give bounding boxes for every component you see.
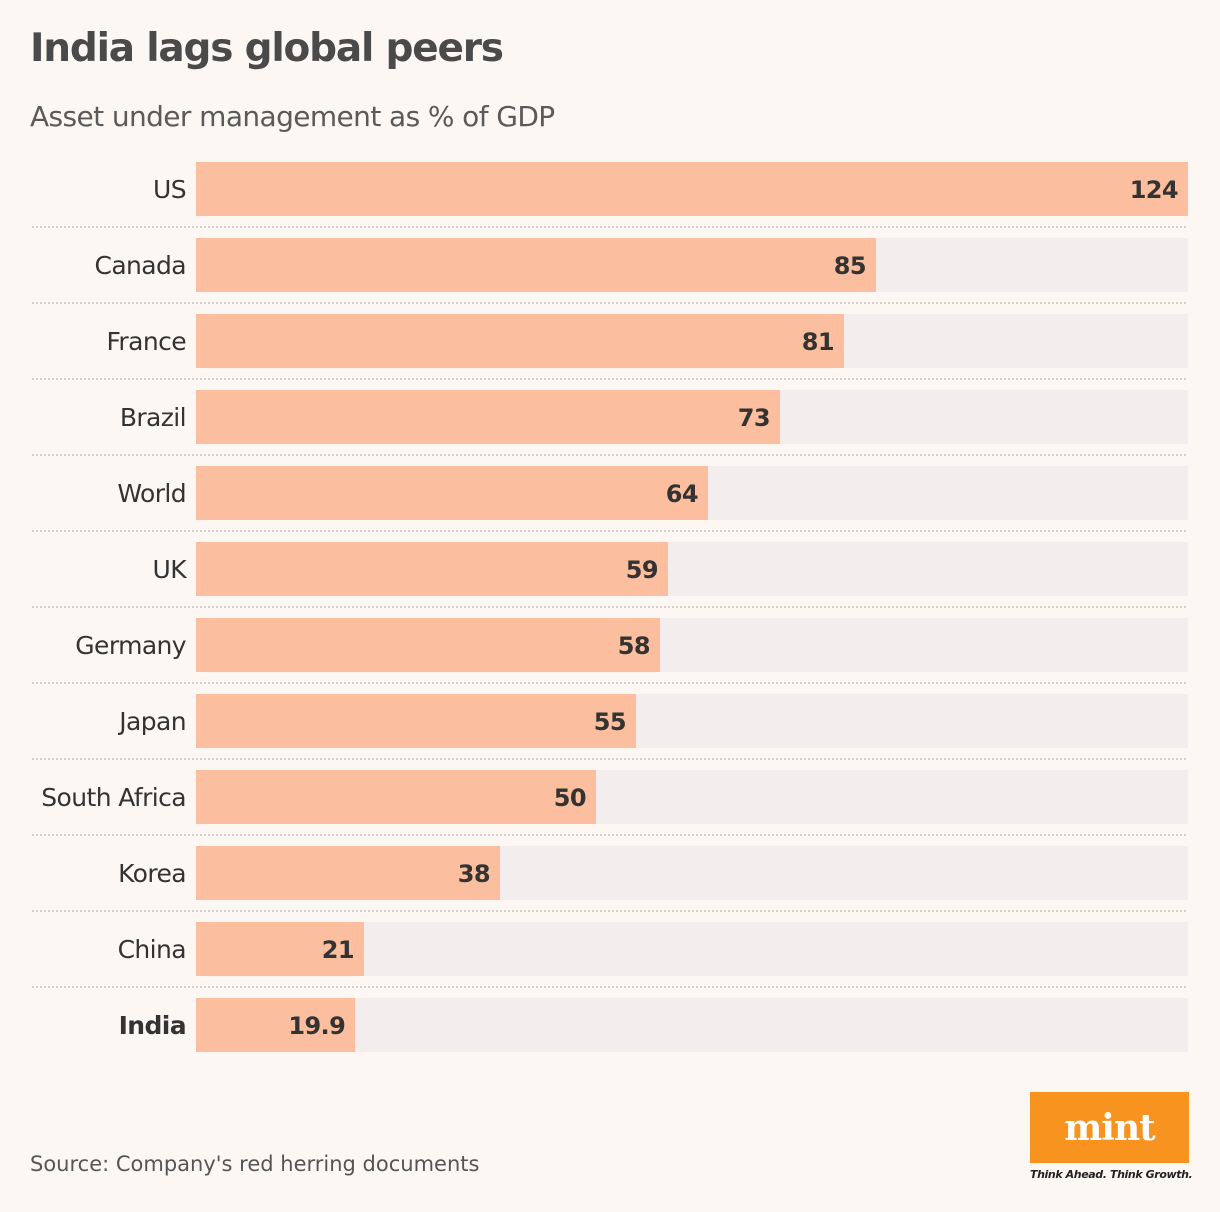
bar-japan (196, 694, 636, 748)
category-label: US (153, 175, 186, 204)
bar-france (196, 314, 844, 368)
bar-us (196, 162, 1188, 216)
value-label: 21 (322, 936, 354, 964)
source-note: Source: Company's red herring documents (30, 1152, 480, 1176)
category-label: Korea (118, 859, 186, 888)
value-label: 73 (738, 404, 770, 432)
value-label: 85 (834, 252, 866, 280)
category-label: France (106, 327, 186, 356)
chart-title: India lags global peers (30, 26, 504, 71)
bar-south-africa (196, 770, 596, 824)
bar-brazil (196, 390, 780, 444)
bar-chart: US 124 Canada 85 France 81 Brazil 73 World 64 UK 59… (32, 162, 1188, 1052)
mint-logo: mint (1030, 1092, 1189, 1163)
value-label: 64 (666, 480, 698, 508)
bar-germany (196, 618, 660, 672)
bar-uk (196, 542, 668, 596)
category-label: Germany (75, 631, 187, 660)
category-label: Canada (94, 251, 186, 280)
bar-china (196, 922, 364, 976)
value-label: 124 (1130, 176, 1178, 204)
category-label: India (119, 1011, 186, 1040)
chart-subtitle: Asset under management as % of GDP (30, 100, 555, 133)
value-label: 19.9 (288, 1012, 345, 1040)
logo-wordmark: mint (1064, 1106, 1156, 1149)
category-label: China (118, 935, 186, 964)
bar-world (196, 466, 708, 520)
value-label: 58 (618, 632, 650, 660)
category-label: South Africa (41, 783, 186, 812)
bar-india (196, 998, 356, 1052)
category-label: Japan (117, 707, 186, 736)
category-label: World (117, 479, 186, 508)
bar-korea (196, 846, 500, 900)
value-label: 81 (802, 328, 834, 356)
bar-track (196, 998, 1188, 1052)
logo-tagline: Think Ahead. Think Growth. (1030, 1168, 1193, 1181)
value-label: 55 (594, 708, 626, 736)
value-label: 38 (458, 860, 490, 888)
category-label: UK (153, 555, 188, 584)
value-label: 59 (626, 556, 658, 584)
bar-canada (196, 238, 876, 292)
category-label: Brazil (120, 403, 186, 432)
value-label: 50 (554, 784, 586, 812)
